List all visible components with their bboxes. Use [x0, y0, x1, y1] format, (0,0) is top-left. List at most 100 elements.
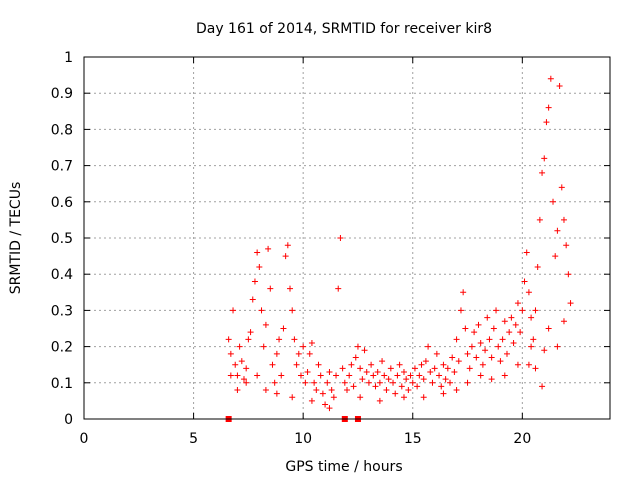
data-point — [258, 307, 265, 314]
data-point — [372, 383, 379, 390]
data-point — [449, 354, 456, 361]
data-point — [398, 383, 405, 390]
data-point — [273, 350, 280, 357]
data-point — [436, 372, 443, 379]
data-point — [278, 372, 285, 379]
data-point — [289, 307, 296, 314]
data-point — [344, 387, 350, 394]
data-point — [536, 216, 543, 223]
data-point — [523, 249, 530, 256]
data-point — [370, 372, 377, 379]
data-point — [302, 379, 309, 386]
data-point — [552, 253, 559, 260]
x-tick-label: 20 — [513, 431, 531, 447]
data-point — [486, 336, 493, 343]
data-point — [273, 390, 280, 397]
data-point — [289, 394, 296, 401]
x-tick-label: 0 — [80, 431, 89, 447]
data-point — [238, 358, 245, 365]
y-tick-label: 0.3 — [51, 303, 73, 319]
data-point — [291, 336, 298, 343]
data-point — [311, 379, 318, 386]
data-point — [514, 300, 521, 307]
data-point — [444, 365, 451, 372]
data-point — [499, 336, 506, 343]
chart-title: Day 161 of 2014, SRMTID for receiver kir… — [196, 21, 492, 37]
data-point — [567, 300, 574, 307]
data-point — [471, 329, 478, 336]
data-point — [352, 354, 359, 361]
data-point — [230, 307, 237, 314]
data-points — [225, 75, 574, 422]
data-point — [563, 242, 570, 249]
data-point — [308, 339, 315, 346]
data-point — [411, 365, 418, 372]
data-point — [433, 350, 440, 357]
data-point — [556, 82, 563, 89]
data-point — [333, 372, 340, 379]
data-point — [501, 372, 508, 379]
data-point — [420, 394, 427, 401]
y-tick-label: 0.5 — [51, 231, 73, 247]
data-point — [440, 361, 447, 368]
data-point — [328, 387, 335, 394]
data-point — [284, 242, 291, 249]
data-point — [455, 358, 462, 365]
data-point — [457, 307, 464, 314]
data-point — [400, 394, 407, 401]
data-point — [403, 376, 410, 383]
data-point — [376, 397, 383, 404]
data-point — [297, 372, 304, 379]
data-point — [243, 379, 250, 386]
data-point — [420, 376, 427, 383]
y-axis-label: SRMTID / TECUs — [8, 182, 24, 295]
y-tick-label: 0.8 — [51, 122, 73, 138]
data-point — [240, 376, 247, 383]
data-point — [554, 343, 561, 350]
data-point — [269, 361, 276, 368]
data-point — [308, 397, 315, 404]
data-point — [236, 343, 243, 350]
data-point — [545, 104, 552, 111]
data-point — [379, 358, 386, 365]
data-point — [295, 350, 302, 357]
data-point — [539, 169, 546, 176]
x-axis-label: GPS time / hours — [285, 459, 402, 475]
data-point — [558, 184, 565, 191]
data-point — [477, 372, 484, 379]
data-point — [482, 347, 489, 354]
x-tick-label: 5 — [189, 431, 198, 447]
data-point — [243, 365, 250, 372]
data-point — [438, 383, 445, 390]
data-point — [293, 361, 300, 368]
data-point — [510, 339, 517, 346]
data-point — [357, 394, 364, 401]
data-point — [251, 278, 258, 285]
data-point — [416, 372, 423, 379]
data-point — [271, 379, 278, 386]
data-point — [304, 368, 311, 375]
data-point — [442, 376, 449, 383]
data-point — [306, 350, 313, 357]
data-point — [385, 376, 392, 383]
data-point — [260, 343, 267, 350]
data-point — [317, 372, 324, 379]
data-point — [335, 285, 342, 292]
y-tick-label: 1 — [64, 50, 73, 66]
data-point — [464, 350, 471, 357]
data-point — [234, 372, 241, 379]
data-point — [387, 365, 394, 372]
data-point — [541, 347, 548, 354]
data-point — [267, 285, 274, 292]
y-tick-label: 0 — [64, 412, 73, 428]
data-point — [545, 325, 552, 332]
plot-frame — [83, 56, 611, 420]
data-point — [532, 307, 539, 314]
data-point — [400, 368, 407, 375]
data-point — [493, 307, 500, 314]
data-point — [405, 387, 412, 394]
data-point — [348, 361, 355, 368]
data-point — [429, 379, 436, 386]
data-point — [525, 289, 532, 296]
